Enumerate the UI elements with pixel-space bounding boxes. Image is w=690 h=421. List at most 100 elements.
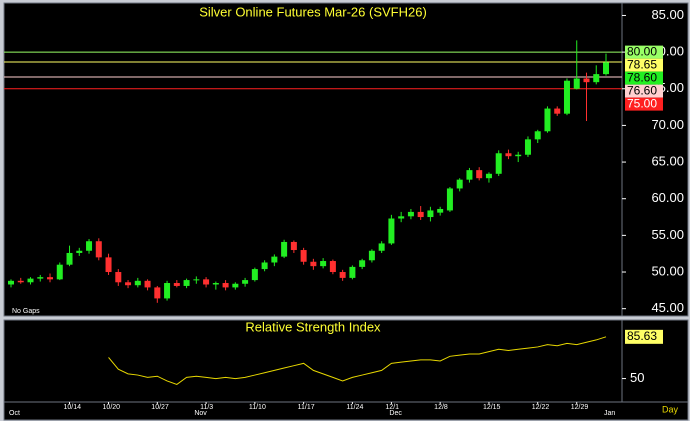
x-tick-label: 12/22 [532,404,550,411]
indicator-title: Relative Strength Index [245,319,381,334]
candle-body [515,154,522,157]
level-label: 78.60 [627,70,657,84]
candle-body [271,256,278,263]
candle-body [95,241,102,258]
candle-body [554,108,561,114]
x-tick-label: 12/1 [385,404,399,411]
candle-body [398,216,405,219]
candle-body [359,260,366,267]
level-label: 76.60 [627,83,657,97]
candle-body [66,252,73,265]
y-tick-label: 55.00 [651,227,684,242]
candle-body [212,283,219,285]
y-tick-label: 50.00 [651,263,684,278]
month-label: Nov [194,410,207,417]
candle-body [368,250,375,261]
candle-body [8,280,14,285]
candle-body [183,280,190,286]
rsi-panel [3,319,623,403]
month-label: Oct [9,410,20,417]
candle-body [495,153,502,174]
x-axis-label: Day [662,404,679,414]
level-label: 75.00 [627,96,657,110]
candle-body [56,264,63,280]
rsi-last-label: 85.63 [627,329,657,343]
level-label-bg [625,71,663,85]
candle-body [222,283,229,288]
candle-body [573,78,580,89]
rsi-tick-label: 50 [630,370,644,385]
x-tick-label: 10/20 [103,404,121,411]
level-label: 80.00 [627,44,657,58]
candle-body [603,62,609,75]
candle-body [134,280,141,286]
month-label: Dec [389,410,402,417]
y-tick-label: 85.00 [651,7,684,22]
candle-body [407,211,414,217]
candle-body [232,283,239,288]
candle-body [37,277,44,279]
candle-body [203,279,210,285]
candle-body [456,179,463,189]
candle-body [290,241,297,251]
candle-body [544,108,551,132]
candle-body [310,261,317,267]
candle-body [563,80,570,114]
y-tick-label: 70.00 [651,117,684,132]
x-tick-label: 12/15 [483,404,501,411]
candle-body [417,211,424,218]
x-tick-label: 10/14 [64,404,82,411]
candle-body [193,279,200,281]
level-label-bg [625,97,663,111]
candle-body [27,278,34,283]
candle-body [485,173,492,179]
candle-body [583,78,590,83]
candle-body [105,257,112,273]
candle-body [339,272,346,278]
x-tick-label: 11/24 [346,404,363,411]
x-tick-label: 12/8 [434,404,448,411]
candle-body [173,283,180,286]
x-tick-label: 11/17 [298,404,315,411]
candle-body [154,287,161,299]
candle-body [251,269,258,281]
level-label-bg [625,58,663,72]
candle-body [505,153,512,157]
candle-body [144,280,151,288]
candle-body [320,261,327,267]
candle-body [86,241,93,251]
candle-body [427,210,434,218]
x-tick-label: 11/3 [200,404,213,411]
y-tick-label: 60.00 [651,190,684,205]
candle-body [534,131,541,140]
no-gaps-note: No Gaps [12,308,40,315]
x-tick-label: 12/29 [571,404,589,411]
candle-body [115,272,122,283]
candle-body [329,261,336,273]
candle-body [446,188,453,211]
candle-body [261,262,268,270]
level-label-bg [625,84,663,98]
y-tick-label: 65.00 [651,154,684,169]
candle-body [524,139,531,155]
candle-body [17,280,24,283]
x-tick-label: 11/10 [249,404,266,411]
level-label: 78.65 [627,57,657,71]
y-tick-label: 45.00 [651,300,684,315]
candle-body [593,74,600,83]
rsi-line [108,336,607,385]
month-label: Jan [604,410,615,417]
candle-body [125,282,132,286]
candle-body [242,280,249,284]
candle-body [281,241,288,257]
x-tick-label: 10/27 [151,404,169,411]
candle-body [466,170,473,180]
candle-body [349,266,356,278]
rsi-last-bg [625,329,663,344]
chart-title: Silver Online Futures Mar-26 (SVFH26) [199,4,427,19]
candle-body [476,170,483,179]
candle-body [164,283,171,299]
candle-body [437,208,444,213]
